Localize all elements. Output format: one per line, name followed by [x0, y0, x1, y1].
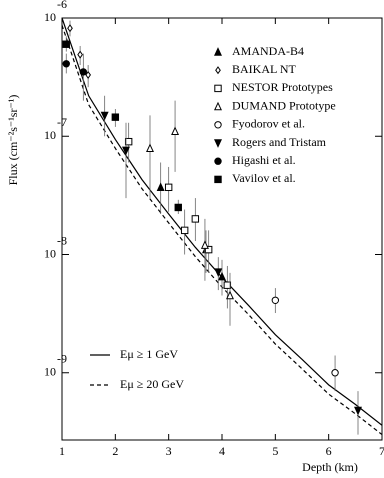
- legend-label: Rogers and Tristam: [232, 135, 327, 149]
- data-point: [156, 182, 165, 192]
- y-tick-power: -9: [57, 352, 67, 366]
- x-tick-label: 4: [219, 444, 225, 458]
- data-point: [191, 215, 200, 223]
- legend-label: Eμ ≥ 1 GeV: [120, 347, 178, 361]
- legend-marker: [214, 139, 222, 148]
- data-point: [354, 406, 362, 416]
- legend-label: Higashi et al.: [232, 153, 296, 167]
- x-tick-label: 5: [272, 444, 278, 458]
- legend-marker: [214, 101, 222, 111]
- y-tick-label: 10: [44, 10, 56, 24]
- data-point: [271, 296, 280, 304]
- x-tick-label: 1: [59, 444, 65, 458]
- legend-label: Vavilov et al.: [232, 171, 296, 185]
- data-point: [171, 126, 180, 136]
- data-point: [79, 68, 88, 76]
- x-axis-label: Depth (km): [302, 460, 358, 474]
- data-point: [100, 111, 109, 121]
- legend-label: AMANDA-B4: [232, 44, 304, 58]
- legend-marker: [214, 157, 222, 165]
- x-tick-label: 6: [326, 444, 332, 458]
- legend-label: Fyodorov et al.: [232, 117, 305, 131]
- legend-marker: [214, 175, 222, 184]
- data-point: [124, 137, 133, 146]
- data-point: [111, 113, 120, 121]
- data-point: [62, 40, 70, 48]
- data-point: [146, 143, 154, 153]
- data-point: [174, 203, 182, 212]
- y-tick-power: -7: [57, 115, 67, 129]
- data-point: [218, 271, 226, 281]
- x-tick-label: 2: [112, 444, 118, 458]
- legend-label: DUMAND Prototype: [232, 98, 336, 112]
- legend-marker: [214, 121, 222, 129]
- plot-frame: [61, 17, 383, 441]
- data-point: [200, 240, 209, 249]
- y-tick-label: 10: [44, 365, 56, 379]
- x-tick-label: 7: [379, 444, 384, 458]
- data-point: [77, 50, 83, 59]
- data-point: [122, 146, 130, 156]
- y-tick-power: -8: [57, 233, 67, 247]
- legend-label: Eμ ≥ 20 GeV: [120, 377, 184, 391]
- legend-marker: [214, 84, 222, 93]
- y-tick-power: -6: [57, 0, 67, 11]
- legend-marker: [215, 66, 221, 75]
- data-point: [62, 60, 70, 68]
- data-point: [164, 183, 173, 192]
- y-tick-label: 10: [44, 128, 56, 142]
- x-tick-label: 3: [166, 444, 172, 458]
- data-point: [223, 281, 232, 289]
- legend-label: NESTOR Prototypes: [232, 80, 333, 94]
- data-point: [204, 245, 213, 254]
- legend-marker: [214, 47, 222, 56]
- data-point: [226, 290, 234, 300]
- data-point: [180, 226, 189, 235]
- legend-label: BAIKAL NT: [232, 62, 297, 76]
- y-tick-label: 10: [44, 246, 56, 260]
- model-curve: [61, 17, 383, 426]
- data-point: [331, 369, 339, 377]
- data-point: [67, 24, 73, 33]
- data-point: [85, 70, 91, 80]
- data-point: [214, 268, 223, 277]
- y-axis-label: Flux (cm⁻²s⁻¹sr⁻¹): [6, 95, 20, 186]
